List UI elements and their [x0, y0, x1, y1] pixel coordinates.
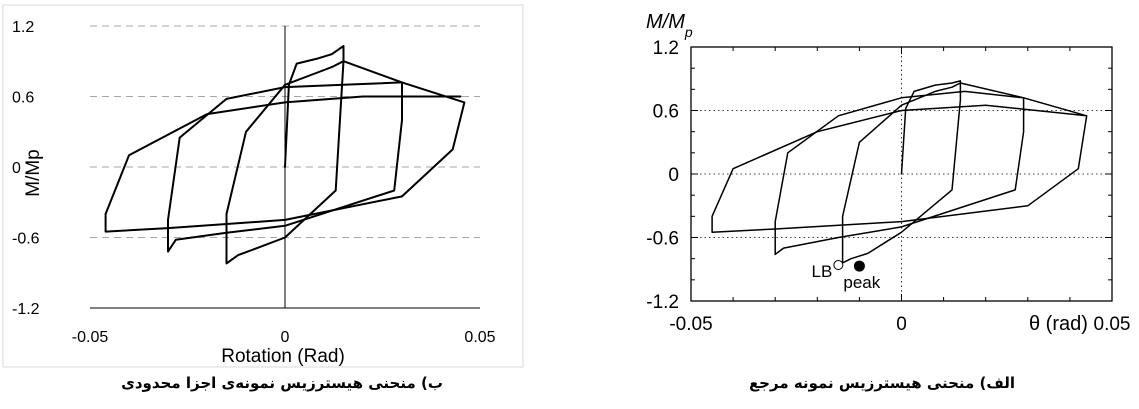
right-chart: 1.2 0.6 0 -0.6 -1.2 -0.05 0 0.05 LB peak M/Mp θ… [646, 11, 1130, 335]
left-y-tick-label: -1.2 [12, 301, 40, 318]
right-annotations: LB peak [812, 260, 881, 292]
left-x-tick-label: 0.05 [464, 329, 495, 346]
peak-label: peak [843, 273, 880, 292]
lb-label: LB [812, 262, 833, 281]
right-y-tick-labels: 1.2 0.6 0 -0.6 -1.2 [646, 38, 679, 313]
right-y-tick-label: 0.6 [653, 102, 679, 123]
right-hysteresis-loop-2 [774, 82, 1025, 256]
left-y-tick-label: 0 [12, 160, 21, 177]
right-x-tick-labels: -0.05 0 0.05 [669, 314, 1130, 335]
left-hysteresis-loop-1 [225, 45, 345, 265]
left-caption: ب) منحنی هیسترزیس نمونه‌ی اجزا محدودی [121, 374, 443, 392]
left-y-tick-label: 0.6 [12, 90, 34, 107]
left-chart: 1.2 0.6 0 -0.6 -1.2 -0.05 0 0.05 Rotation (Rad… [2, 4, 524, 368]
right-hysteresis-loop-1 [841, 80, 962, 264]
right-x-axis-label: θ (rad) [1029, 313, 1088, 335]
right-chart-title: M/Mp [646, 11, 693, 40]
right-y-tick-label: 0 [668, 165, 679, 186]
left-y-tick-label: -0.6 [12, 231, 40, 248]
left-y-tick-label: 1.2 [12, 19, 34, 36]
right-y-tick-label: 1.2 [653, 38, 679, 59]
right-y-tick-label: -1.2 [646, 292, 679, 313]
left-chart-frame [2, 4, 524, 368]
right-title-main: M/M [646, 11, 685, 33]
right-x-tick-label: -0.05 [669, 314, 712, 335]
right-title-subscript: p [684, 24, 693, 40]
right-hysteresis-loop-3 [711, 97, 1088, 233]
lb-marker [833, 260, 844, 271]
right-y-tick-label: -0.6 [646, 229, 679, 250]
right-series-group [711, 80, 1088, 264]
left-x-tick-labels: -0.05 0 0.05 [72, 329, 496, 346]
peak-marker [853, 260, 865, 272]
left-y-tick-labels: 1.2 0.6 0 -0.6 -1.2 [12, 19, 40, 318]
right-caption: الف) منحنی هیسترزیس نمونه مرجع [748, 374, 1016, 392]
right-x-tick-label: 0 [896, 314, 907, 335]
left-series-group [104, 45, 466, 265]
left-y-axis-label: M/Mp [23, 149, 44, 197]
left-hysteresis-loop-3 [104, 81, 466, 233]
right-x-tick-label: 0.05 [1094, 314, 1131, 335]
left-hysteresis-loop-2 [167, 60, 403, 253]
right-tick-marks [690, 46, 1113, 302]
left-x-axis-label: Rotation (Rad) [221, 346, 345, 367]
left-x-tick-label: 0 [281, 329, 290, 346]
left-x-tick-label: -0.05 [72, 329, 109, 346]
